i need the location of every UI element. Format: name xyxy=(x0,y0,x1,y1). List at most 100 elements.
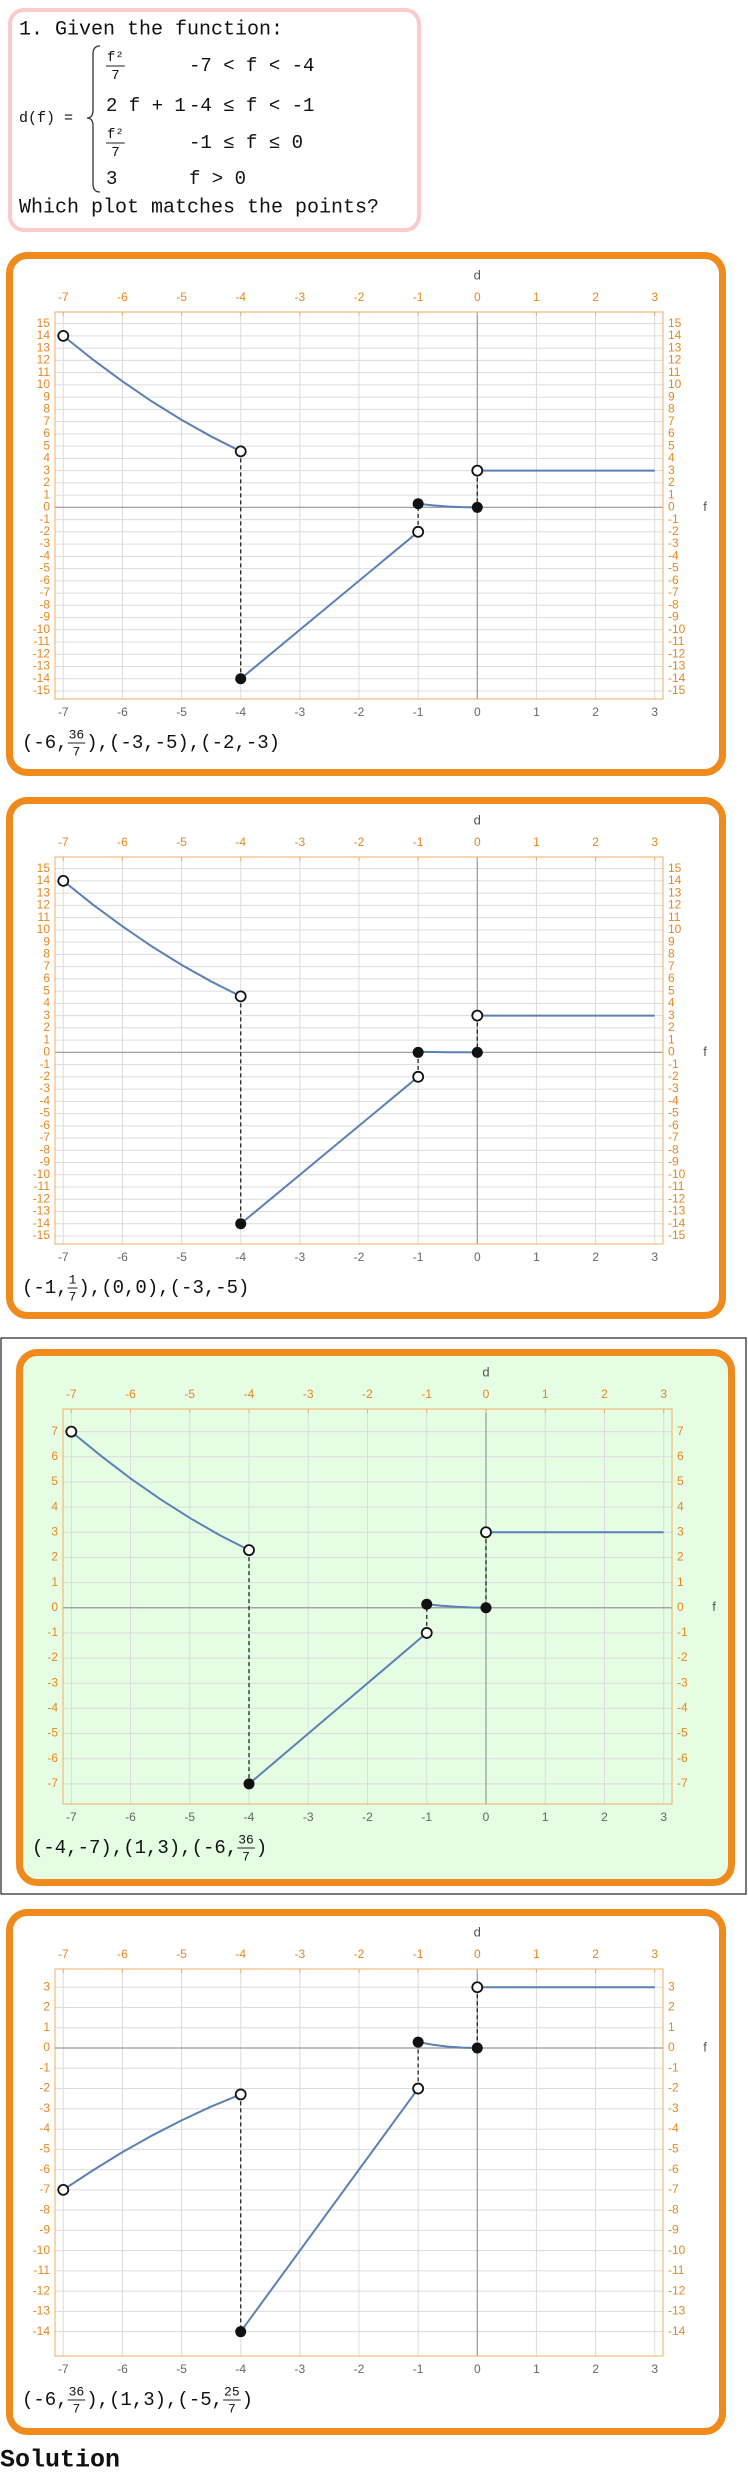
y-tick-label: -14 xyxy=(33,1216,51,1230)
x-tick-label: -4 xyxy=(235,835,246,849)
x-tick-label: 1 xyxy=(533,705,540,719)
y-tick-label: 6 xyxy=(43,426,50,440)
y-tick-label: 8 xyxy=(668,402,675,416)
y-tick-label: 2 xyxy=(43,2000,50,2014)
y-tick-label: -2 xyxy=(39,2081,50,2095)
x-tick-label: -1 xyxy=(413,835,424,849)
y-tick-label: 5 xyxy=(43,438,50,452)
y-tick-label: -7 xyxy=(677,1776,688,1790)
numerator: f² xyxy=(107,127,124,143)
y-tick-label: 3 xyxy=(43,463,50,477)
y-tick-label: -2 xyxy=(47,1650,58,1664)
y-tick-label: -10 xyxy=(668,622,686,636)
y-tick-label: -8 xyxy=(668,597,679,611)
x-axis-label: f xyxy=(703,499,707,514)
y-tick-label: -9 xyxy=(668,2223,679,2237)
y-tick-label: -11 xyxy=(34,1179,51,1193)
function-name: d(f) = xyxy=(19,110,73,127)
open-point xyxy=(57,2183,70,2196)
y-tick-label: 9 xyxy=(43,934,50,948)
x-tick-label: -6 xyxy=(117,705,128,719)
y-tick-label: -9 xyxy=(39,1155,50,1169)
y-tick-label: -5 xyxy=(668,2142,679,2156)
x-tick-label: 2 xyxy=(601,1387,608,1401)
x-tick-label: -6 xyxy=(117,1250,128,1264)
curve xyxy=(62,335,242,453)
x-tick-label: 1 xyxy=(542,1810,549,1824)
x-tick-label: -1 xyxy=(421,1387,432,1401)
option-card[interactable] xyxy=(6,797,726,1319)
y-tick-label: 1 xyxy=(43,487,50,501)
x-tick-label: 1 xyxy=(533,290,540,304)
curve xyxy=(240,1076,419,1225)
open-point xyxy=(412,2082,425,2095)
y-tick-label: -4 xyxy=(668,1093,679,1107)
y-tick-label: -14 xyxy=(668,671,686,685)
x-tick-label: -7 xyxy=(58,1947,69,1961)
y-tick-label: -10 xyxy=(33,2243,51,2257)
y-tick-label: -8 xyxy=(39,597,50,611)
y-tick-label: -8 xyxy=(668,1142,679,1156)
y-tick-label: -3 xyxy=(39,1081,50,1095)
curve xyxy=(417,2041,478,2050)
y-tick-label: 13 xyxy=(37,340,51,354)
y-tick-label: 12 xyxy=(668,353,682,367)
denominator: 7 xyxy=(228,2401,236,2416)
y-tick-label: 15 xyxy=(37,861,51,875)
denominator: 7 xyxy=(111,68,119,84)
y-tick-label: -9 xyxy=(668,1155,679,1169)
x-tick-label: 0 xyxy=(474,835,481,849)
caption-text: (-6, xyxy=(22,732,68,754)
y-tick-label: -9 xyxy=(39,2223,50,2237)
option-card[interactable] xyxy=(6,252,726,776)
x-tick-label: -7 xyxy=(58,705,69,719)
x-tick-label: -7 xyxy=(66,1810,77,1824)
numerator: 36 xyxy=(69,727,85,742)
y-tick-label: -1 xyxy=(668,2060,679,2074)
x-tick-label: 2 xyxy=(592,1947,599,1961)
y-tick-label: -10 xyxy=(33,1167,51,1181)
y-tick-label: 0 xyxy=(668,500,675,514)
x-tick-label: 2 xyxy=(592,2362,599,2376)
open-point xyxy=(234,445,247,458)
x-tick-label: -5 xyxy=(176,1947,187,1961)
numerator: 36 xyxy=(69,2384,85,2399)
option-card[interactable] xyxy=(16,1349,735,1886)
y-tick-label: 0 xyxy=(43,1045,50,1059)
y-tick-label: -13 xyxy=(668,659,686,673)
y-tick-label: 0 xyxy=(677,1600,684,1614)
solution-heading: Solution xyxy=(0,2446,120,2475)
y-tick-label: 3 xyxy=(43,1008,50,1022)
y-tick-label: 12 xyxy=(37,898,51,912)
x-tick-label: -5 xyxy=(176,1250,187,1264)
numerator: 36 xyxy=(238,1832,254,1847)
x-tick-label: -4 xyxy=(244,1387,255,1401)
x-tick-label: -3 xyxy=(295,2362,306,2376)
curve xyxy=(70,1430,250,1552)
y-tick-label: -8 xyxy=(39,2202,50,2216)
y-tick-label: -1 xyxy=(39,2060,50,2074)
curve xyxy=(418,502,478,509)
x-tick-label: -2 xyxy=(362,1387,373,1401)
y-tick-label: 7 xyxy=(668,959,675,973)
y-tick-label: -11 xyxy=(668,1179,685,1193)
y-tick-label: -4 xyxy=(668,548,679,562)
caption-text: ),(0,0),(-3,-5) xyxy=(78,1277,249,1299)
open-point xyxy=(412,525,425,538)
y-tick-label: 4 xyxy=(668,996,675,1010)
x-tick-label: 3 xyxy=(651,1947,658,1961)
y-tick-label: 14 xyxy=(37,873,51,887)
y-tick-label: 0 xyxy=(668,2040,675,2054)
x-tick-label: 3 xyxy=(660,1810,667,1824)
y-tick-label: 1 xyxy=(668,1032,675,1046)
option-card[interactable] xyxy=(6,1909,726,2435)
x-tick-label: 3 xyxy=(651,290,658,304)
x-tick-label: -4 xyxy=(235,1250,246,1264)
y-tick-label: -11 xyxy=(668,2263,685,2277)
x-tick-label: 0 xyxy=(483,1810,490,1824)
caption-text: ) xyxy=(242,2389,253,2411)
question-box xyxy=(8,8,421,232)
y-tick-label: -14 xyxy=(668,2324,686,2338)
y-tick-label: -10 xyxy=(668,1167,686,1181)
caption-text: (-4,-7),(1,3),(-6, xyxy=(32,1837,237,1859)
